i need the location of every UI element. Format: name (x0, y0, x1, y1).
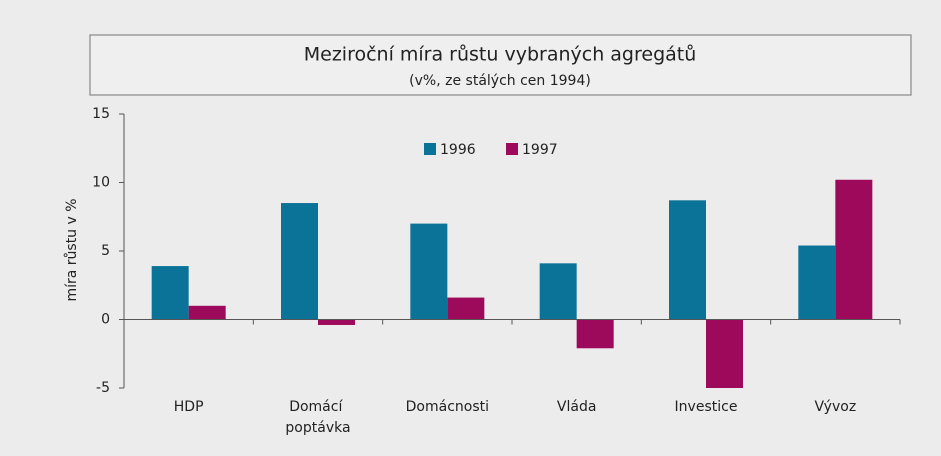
bar (447, 297, 485, 320)
chart-subtitle: (v%, ze stálých cen 1994) (409, 73, 591, 89)
bar (151, 266, 189, 320)
title-box (89, 34, 912, 96)
y-tick-label: 15 (92, 106, 110, 122)
chart-title: Meziroční míra růstu vybraných agregátů (304, 44, 697, 66)
bar (576, 319, 614, 349)
bar (539, 263, 577, 320)
bar (706, 319, 743, 388)
y-tick-label: -5 (96, 380, 110, 396)
x-tick-label: Domácnosti (406, 399, 489, 415)
y-tick-label: 10 (92, 175, 110, 191)
bar (669, 200, 706, 320)
x-tick-label: HDP (174, 399, 204, 415)
bar (318, 319, 355, 325)
legend-swatch (424, 143, 436, 155)
bar (281, 203, 318, 320)
legend-swatch (506, 143, 518, 155)
y-tick-label: 5 (101, 243, 110, 259)
legend-label: 1996 (440, 142, 476, 158)
x-tick-label: Domácí poptávka (285, 399, 350, 436)
y-tick-label: 0 (101, 312, 110, 328)
bar (188, 305, 226, 320)
y-axis-label: míra růstu v % (64, 198, 80, 301)
bar (798, 245, 836, 320)
x-tick-label: Vývoz (814, 399, 856, 415)
legend-label: 1997 (522, 142, 558, 158)
x-tick-label: Vláda (557, 399, 597, 415)
bar (835, 179, 873, 320)
x-tick-label: Investice (675, 399, 738, 415)
bar (410, 223, 448, 320)
